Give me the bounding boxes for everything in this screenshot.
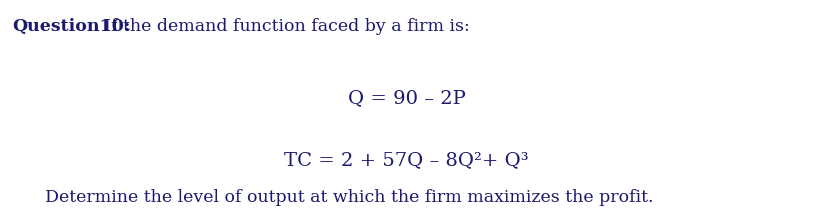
Text: Question10:: Question10: [12,18,131,35]
Text: Q = 90 – 2P: Q = 90 – 2P [348,89,465,107]
Text: If the demand function faced by a firm is:: If the demand function faced by a firm i… [104,18,470,35]
Text: Determine the level of output at which the firm maximizes the profit.: Determine the level of output at which t… [45,189,653,206]
Text: TC = 2 + 57Q – 8Q²+ Q³: TC = 2 + 57Q – 8Q²+ Q³ [285,151,528,169]
